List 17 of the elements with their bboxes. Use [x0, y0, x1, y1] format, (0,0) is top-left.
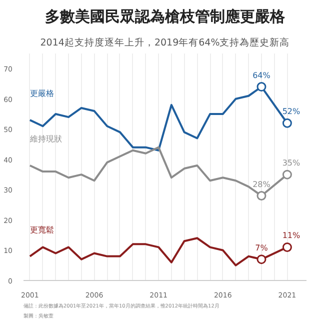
- data-label: 7%: [255, 243, 268, 252]
- text: 維持現狀: [28, 134, 62, 144]
- data-label: 28%: [252, 180, 271, 189]
- point: [256, 191, 266, 200]
- chart-title: 多數美國民眾認為槍枝管制應更嚴格: [45, 8, 286, 26]
- data-label: 64%: [252, 70, 271, 80]
- point: [256, 82, 266, 92]
- data-label: 11%: [282, 231, 300, 240]
- point: [282, 242, 292, 252]
- point: [282, 118, 292, 128]
- data-label: 35%: [282, 158, 300, 168]
- point: [256, 254, 266, 264]
- text: 更寬鬆: [30, 225, 54, 234]
- point: [282, 170, 292, 180]
- chart-subtitle: 2014起支持度逐年上升，2019年有64%支持為歷史新高: [40, 36, 290, 48]
- text: 更嚴格: [30, 89, 54, 98]
- data-label: 52%: [282, 107, 300, 116]
